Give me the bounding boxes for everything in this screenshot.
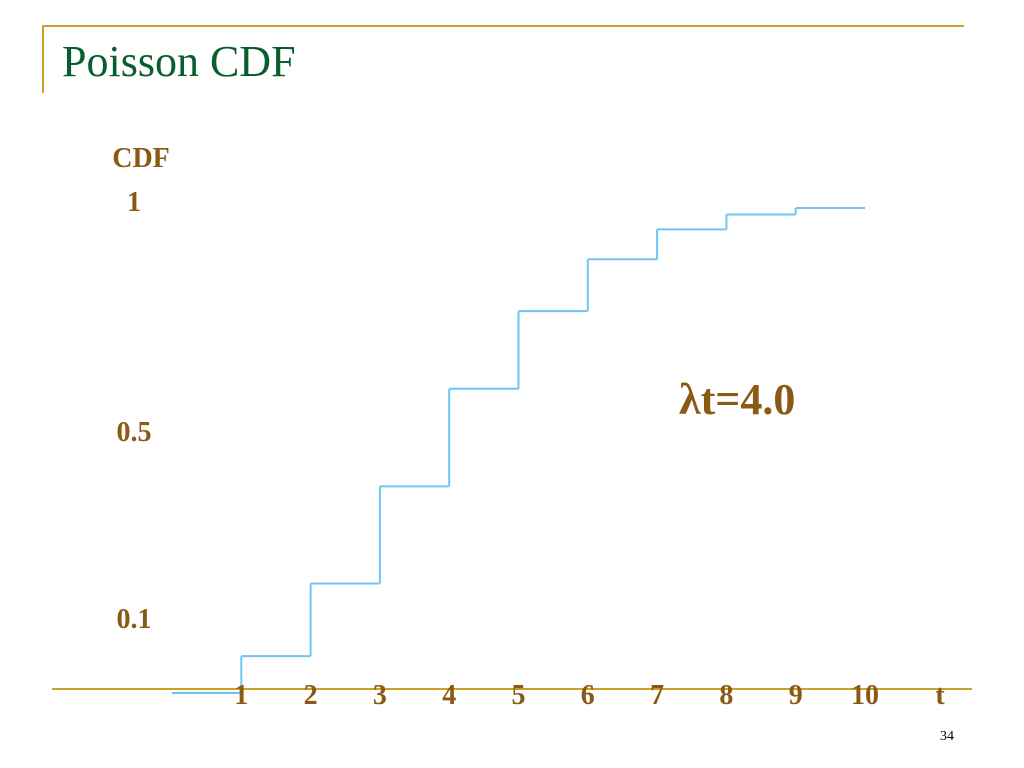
x-tick-label: 6 [581,680,595,711]
y-axis-label: CDF [112,143,170,174]
x-tick-label: 1 [234,680,248,711]
x-tick-label: 2 [304,680,318,711]
x-tick-label: 9 [789,680,803,711]
y-tick-label: 1 [127,187,141,218]
x-tick-label: 5 [512,680,526,711]
x-tick-label: 3 [373,680,387,711]
x-tick-label: 8 [719,680,733,711]
lambda-annotation: λt=4.0 [679,375,795,424]
y-tick-label: 0.5 [117,417,152,448]
y-tick-label: 0.1 [117,604,152,635]
x-tick-label: 4 [442,680,456,711]
frame-top-rule [42,25,964,27]
x-axis-label: t [935,680,945,711]
x-tick-label: 10 [851,680,879,711]
slide-number: 34 [940,729,954,744]
slide-title: Poisson CDF [62,37,296,86]
frame-left-rule [42,25,44,93]
x-tick-label: 7 [650,680,664,711]
